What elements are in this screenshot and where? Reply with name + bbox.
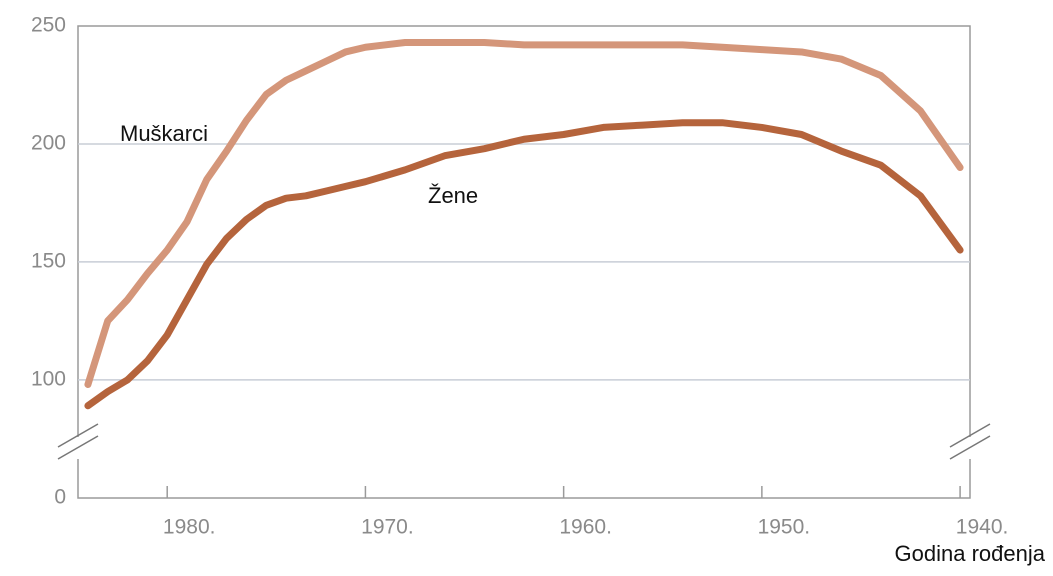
y-tick-label: 0 (54, 486, 66, 509)
y-tick-label: 200 (31, 131, 66, 154)
axis-break-mark (949, 435, 991, 460)
series-label: Muškarci (120, 121, 208, 146)
axis-break-mark (57, 423, 99, 448)
series-label: Žene (428, 183, 478, 208)
line-series (84, 39, 964, 389)
x-tick-label: 1950. (758, 516, 811, 539)
y-tick-label: 250 (31, 14, 66, 37)
x-axis-label: Godina rođenja (895, 541, 1046, 566)
y-tick-label: 100 (31, 367, 66, 390)
axis-break-mark (57, 435, 99, 460)
x-tick-label: 1940. (956, 516, 1009, 539)
line-series (84, 119, 964, 410)
x-tick-label: 1960. (559, 516, 612, 539)
y-tick-label: 150 (31, 249, 66, 272)
axis-break-mark (949, 423, 991, 448)
x-tick-label: 1980. (163, 516, 216, 539)
x-tick-label: 1970. (361, 516, 414, 539)
